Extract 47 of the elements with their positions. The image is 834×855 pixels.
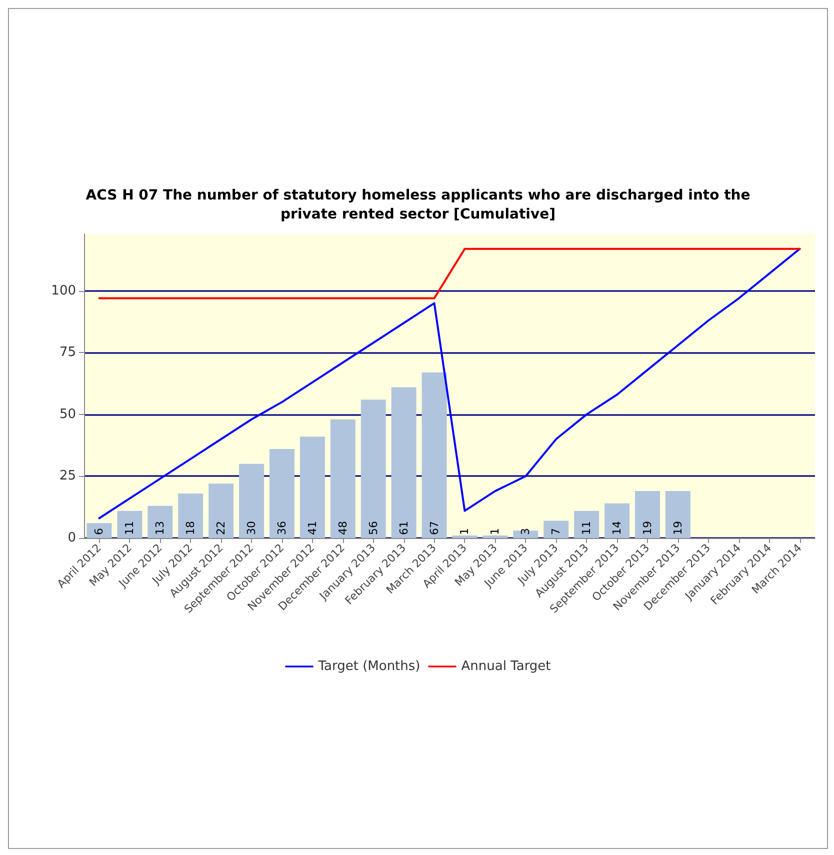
bar [391, 387, 416, 538]
bar [665, 491, 690, 538]
bar [360, 400, 386, 538]
bar [148, 506, 173, 538]
data-label: 7 [550, 528, 563, 535]
legend-label: Target (Months) [317, 659, 420, 674]
y-tick-label: 100 [51, 283, 76, 298]
bar [239, 464, 264, 538]
y-tick-label: 0 [68, 530, 76, 546]
data-label: 41 [306, 521, 319, 535]
bar [513, 530, 538, 538]
data-label: 22 [214, 521, 228, 535]
bar [544, 520, 569, 538]
data-label: 11 [580, 521, 594, 535]
bar [634, 491, 660, 538]
data-label: 1 [458, 528, 472, 535]
legend-label: Annual Target [461, 659, 551, 674]
data-label: 67 [428, 521, 441, 535]
bar [574, 510, 600, 538]
data-label: 3 [519, 528, 532, 535]
line-series [98, 248, 801, 520]
bar [269, 449, 294, 538]
y-tick-label: 50 [59, 406, 76, 422]
bar [604, 503, 630, 538]
data-label: 19 [671, 521, 684, 535]
data-label: 11 [123, 521, 136, 535]
data-label: 30 [245, 521, 258, 535]
data-label: 36 [275, 521, 288, 535]
chart-title: ACS H 07 The number of statutory homeless applicants who are discharged into the private rented sector [Cumulative] [86, 188, 750, 222]
data-label: 19 [640, 521, 654, 535]
data-label: 61 [397, 521, 410, 535]
data-label: 48 [336, 521, 350, 535]
bar [208, 484, 234, 538]
data-label: 14 [610, 521, 624, 535]
y-tick-label: 25 [59, 468, 76, 484]
y-tick-label: 75 [59, 345, 76, 360]
bar [300, 436, 325, 538]
data-label: 1 [488, 528, 502, 535]
data-label: 56 [366, 521, 380, 535]
bar [330, 419, 356, 538]
data-label: 13 [154, 521, 167, 535]
bar [422, 372, 447, 538]
bar [86, 523, 112, 538]
bar [178, 494, 204, 538]
data-label: 6 [92, 528, 106, 535]
data-label: 18 [184, 521, 198, 535]
bar [117, 510, 142, 538]
